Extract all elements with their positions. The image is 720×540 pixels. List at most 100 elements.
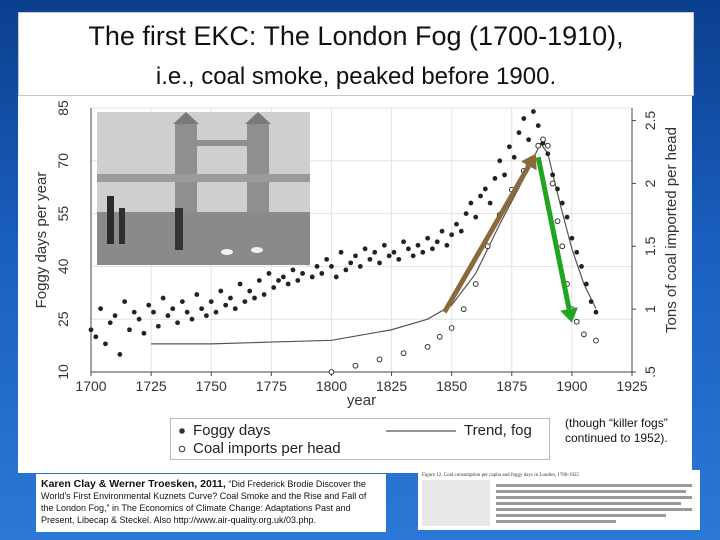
tower-bridge-illustration [97,112,310,265]
foggy-days-point [127,327,132,333]
foggy-days-point [357,264,363,269]
rise-arrow-head [521,153,537,171]
foggy-days-point [194,292,200,297]
foggy-days-point [439,228,445,234]
foggy-days-point [141,330,147,336]
foggy-days-point [329,264,334,269]
foggy-days-point [458,228,464,234]
y-left-tick-label: 70 [55,153,71,169]
foggy-days-point [574,249,580,255]
legend-markers [178,428,456,453]
coal-imports-point [424,343,431,350]
foggy-days-point [319,271,325,276]
slide-subtitle: i.e., coal smoke, peaked before 1900. [155,63,557,90]
foggy-days-point [271,285,277,290]
coal-imports-point [581,331,587,338]
chart-legend: Foggy days Coal imports per head Trend, … [170,418,550,460]
foggy-days-point [280,274,286,280]
foggy-days-point [420,249,426,255]
foggy-days-point [247,288,253,294]
foggy-days-point [502,172,507,178]
coal-imports-point [573,318,580,325]
foggy-days-point [117,352,123,357]
foggy-days-point [199,306,205,312]
foggy-days-point [300,271,305,276]
foggy-days-point [136,316,142,322]
foggy-days-point [468,200,474,206]
foggy-days-point [170,306,176,312]
foggy-days-point [454,221,459,227]
foggy-days-point [146,302,152,308]
legend-marker-coal-imports [178,445,186,453]
foggy-days-point [213,309,219,315]
x-axis-label: year [347,392,376,409]
citation-authors: Karen Clay & Werner Troesken, 2011, [41,478,226,490]
foggy-days-point [506,144,512,150]
foggy-days-point [218,288,224,294]
foggy-days-point [232,306,238,312]
foggy-days-point [103,341,108,347]
foggy-days-point [333,274,339,280]
legend-foggy-days: Foggy days [193,422,271,439]
slide-title-box: The first EKC: The London Fog (1700-1910… [18,12,694,96]
foggy-days-point [165,313,171,319]
coal-imports-point [554,218,561,225]
foggy-days-point [256,278,262,283]
foggy-days-point [531,109,536,114]
foggy-days-point [261,292,267,297]
foggy-days-point [160,295,166,301]
y-left-tick-label: 25 [55,311,71,327]
foggy-days-point [208,299,214,304]
x-tick-label: 1750 [196,378,227,394]
foggy-days-point [521,116,527,121]
foggy-days-point [223,302,229,308]
foggy-days-point [391,249,397,255]
foggy-days-point [276,278,281,283]
foggy-days-point [425,235,431,241]
fall-arrow-shaft [535,156,572,310]
coal-imports-point [472,281,479,287]
figure-text-line [496,490,686,493]
foggy-days-point [285,281,291,287]
foggy-days-point [179,299,185,304]
foggy-days-point [362,246,368,252]
foggy-days-point [189,316,195,322]
foggy-days-point [516,130,522,136]
coal-imports-point [376,356,383,363]
foggy-days-point [526,137,532,143]
foggy-days-point [131,309,137,315]
figure-text-line [496,502,681,505]
figure-text-line [496,484,692,487]
rise-arrow-shaft [442,164,531,314]
foggy-days-point [482,186,488,192]
x-tick-label: 1775 [256,378,287,394]
foggy-days-point [252,295,257,301]
citation-box: Karen Clay & Werner Troesken, 2011, “Did… [36,474,386,532]
foggy-days-point [324,256,330,262]
x-tick-label: 1725 [136,378,167,394]
x-tick-label: 1925 [616,378,647,394]
foggy-days-point [386,253,392,259]
foggy-days-point [593,309,599,315]
foggy-days-point [550,172,556,178]
x-tick-label: 1850 [436,378,467,394]
y-right-tick-label: 1.5 [642,236,658,256]
y-right-tick-label: 2 [642,179,658,187]
foggy-days-point [237,281,243,287]
foggy-days-point [295,278,301,283]
tower-bridge-photo [97,112,310,265]
foggy-days-point [559,200,565,206]
foggy-days-point [396,256,402,262]
foggy-days-point [107,320,113,326]
coal-imports-point [352,362,359,369]
x-tick-label: 1700 [75,378,106,394]
foggy-days-point [314,264,320,269]
foggy-days-point [348,260,354,266]
coal-imports-point [549,180,556,187]
foggy-days-point [569,235,575,241]
coal-imports-point [544,142,551,149]
foggy-days-point [175,320,180,326]
foggy-days-point [377,260,382,266]
killer-fogs-note: (though “killer fogs” continued to 1952)… [565,416,668,445]
foggy-days-point [535,123,541,128]
